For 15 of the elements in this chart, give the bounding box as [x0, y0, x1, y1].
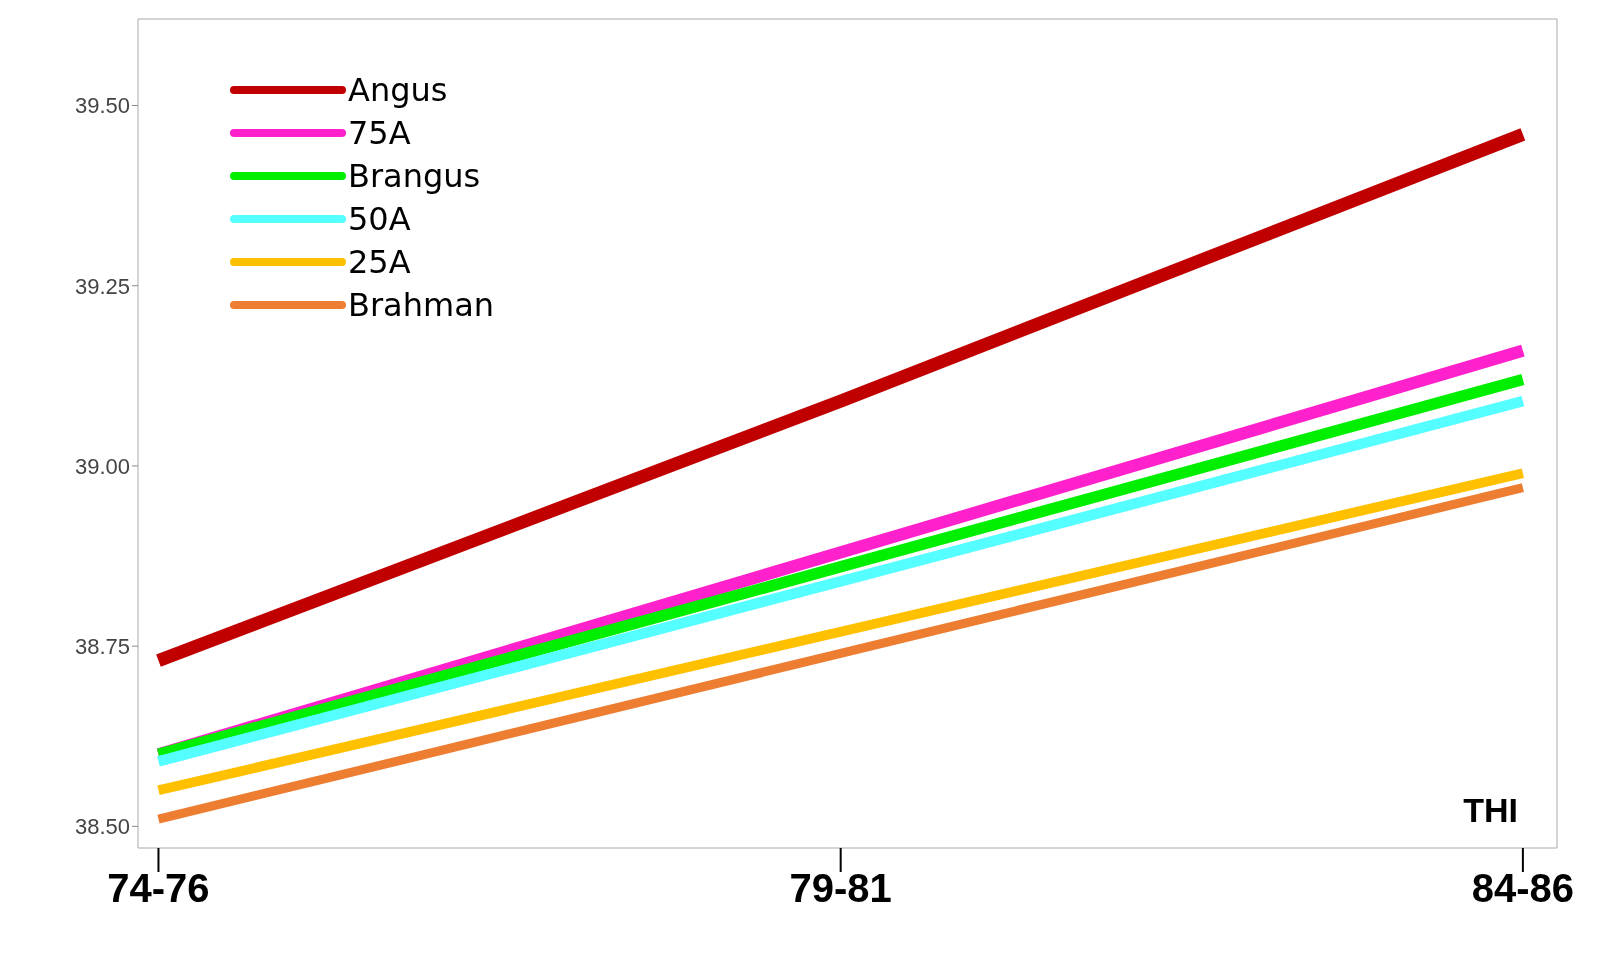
y-tick-label: 38.75	[74, 633, 130, 659]
y-tick-label: 39.50	[74, 93, 130, 119]
x-tick-label: 74-76	[107, 866, 210, 911]
legend-label: Angus	[348, 70, 448, 109]
y-tick-label: 38.50	[74, 814, 130, 840]
legend-label: 25A	[348, 242, 411, 281]
y-tick-label: 39.00	[74, 453, 130, 479]
legend-label: 75A	[348, 113, 411, 152]
legend-label: 50A	[348, 199, 411, 238]
x-tick-label: 79-81	[789, 866, 892, 911]
y-tick-label: 39.25	[74, 273, 130, 299]
legend-label: Brahman	[348, 285, 495, 324]
x-tick-label: 84-86	[1471, 866, 1575, 911]
x-axis-title: THI	[1463, 791, 1518, 830]
legend-label: Brangus	[348, 156, 481, 195]
